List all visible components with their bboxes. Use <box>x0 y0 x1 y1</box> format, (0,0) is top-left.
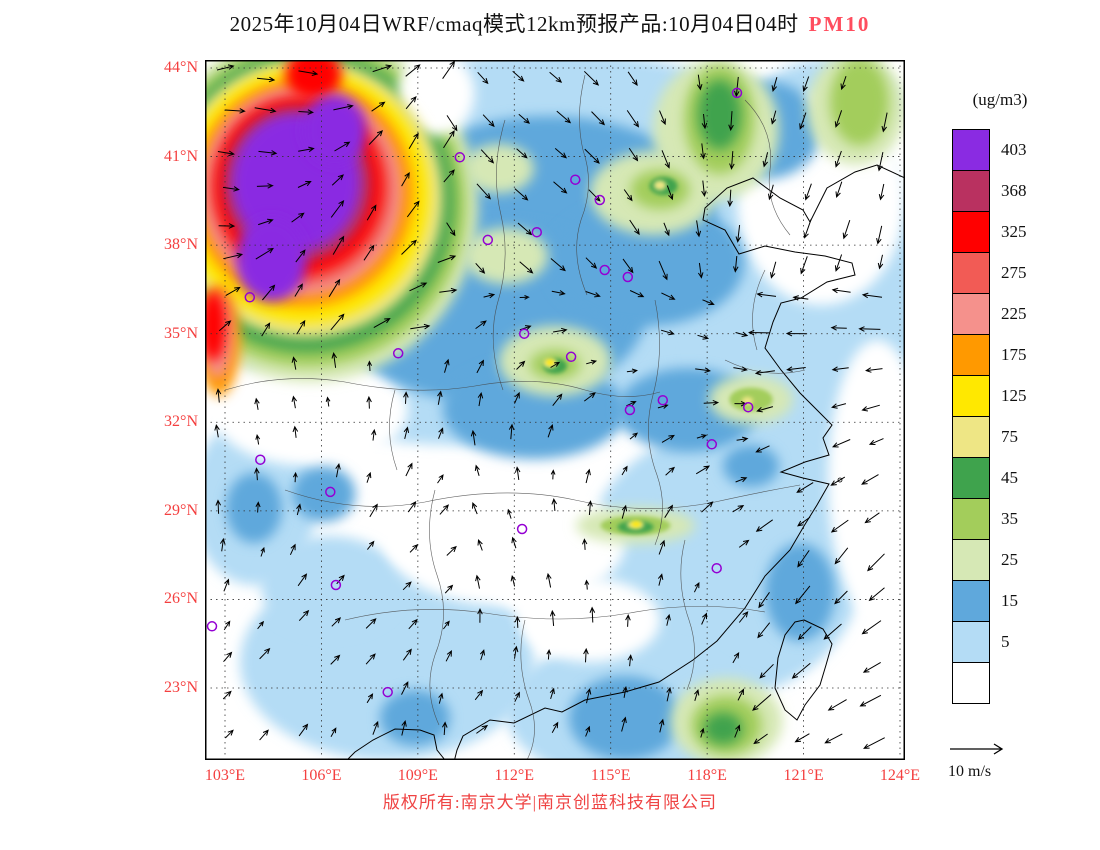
city-marker <box>454 152 466 163</box>
city-marker <box>622 271 634 283</box>
city-marker <box>706 439 718 450</box>
city-marker <box>255 454 266 465</box>
colorbar-value: 225 <box>1001 304 1027 323</box>
colorbar-value: 175 <box>1001 345 1027 364</box>
city-marker <box>206 621 218 632</box>
lon-tick-label: 118°E <box>687 767 727 784</box>
colorbar-swatch: 25 <box>952 539 1018 581</box>
colorbar-swatch: 175 <box>952 334 1027 376</box>
colorbar-swatch: 125 <box>952 375 1027 417</box>
city-marker <box>599 264 610 276</box>
lat-tick-label: 35°N <box>164 324 198 342</box>
colorbar-value: 25 <box>1001 550 1018 569</box>
map-border <box>205 60 905 760</box>
colorbar-unit-label: (ug/m3) <box>972 90 1028 109</box>
city-marker <box>742 401 754 413</box>
city-marker <box>711 562 722 574</box>
colorbar-value: 45 <box>1001 468 1018 487</box>
copyright-text: 版权所有:南京大学|南京创蓝科技有限公司 <box>382 793 718 812</box>
lat-tick-label: 32°N <box>164 413 198 431</box>
wind-reference-label: 10 m/s <box>948 763 992 780</box>
lon-tick-label: 115°E <box>590 767 631 784</box>
coastline-layer <box>224 74 905 760</box>
lat-tick-label: 29°N <box>164 501 198 519</box>
lon-tick-label: 106°E <box>301 767 342 784</box>
city-marker <box>382 686 393 698</box>
city-marker <box>516 523 528 535</box>
colorbar-value: 368 <box>1001 181 1027 200</box>
map-area <box>205 60 905 760</box>
city-marker <box>731 87 743 99</box>
lat-tick-label: 44°N <box>164 59 198 76</box>
lat-tick-label: 23°N <box>164 678 198 696</box>
colorbar-swatch: 325 <box>952 211 1027 253</box>
city-marker <box>482 234 494 246</box>
graticule-layer <box>205 60 905 760</box>
colorbar-swatch: 403 <box>952 129 1027 171</box>
colorbar-swatch: 45 <box>952 457 1018 499</box>
colorbar-swatch: 368 <box>952 170 1027 212</box>
lat-tick-label: 26°N <box>164 590 198 608</box>
lon-tick-label: 112°E <box>494 767 535 784</box>
colorbar-value: 5 <box>1001 632 1010 651</box>
colorbar-value: 125 <box>1001 386 1027 405</box>
lat-tick-label: 41°N <box>164 147 198 165</box>
colorbar-swatch: 225 <box>952 293 1027 335</box>
forecast-map <box>205 60 905 760</box>
colorbar-value: 15 <box>1001 591 1018 610</box>
city-marker <box>330 579 342 591</box>
lon-tick-label: 124°E <box>879 767 921 784</box>
colorbar-swatch: 15 <box>952 580 1018 622</box>
city-marker <box>565 351 577 363</box>
colorbar-value: 403 <box>1001 140 1027 159</box>
wind-arrows-layer <box>214 60 888 749</box>
wind-reference-arrow-icon <box>950 743 1004 755</box>
city-marker <box>624 404 636 416</box>
pm10-field-layer <box>205 60 905 760</box>
city-markers-layer <box>206 87 754 698</box>
lat-tick-label: 38°N <box>164 236 198 254</box>
colorbar-swatch: 5 <box>952 621 1010 663</box>
city-marker <box>392 348 404 359</box>
colorbar-value: 35 <box>1001 509 1018 528</box>
city-marker <box>570 174 581 185</box>
city-marker <box>531 226 543 238</box>
city-marker <box>325 486 336 498</box>
colorbar-swatch: 35 <box>952 498 1018 540</box>
city-marker <box>594 194 606 206</box>
colorbar-swatch <box>952 662 990 704</box>
colorbar-value: 325 <box>1001 222 1027 241</box>
colorbar-legend: 403 368 325 275 225 175 125 75 45 35 25 15 5 <box>952 129 1027 704</box>
lon-tick-label: 109°E <box>397 767 438 784</box>
colorbar-value: 75 <box>1001 427 1018 446</box>
colorbar-swatch: 75 <box>952 416 1018 458</box>
title-main: 2025年10月04日WRF/cmaq模式12km预报产品:10月04日04时 <box>229 12 799 36</box>
lon-tick-label: 121°E <box>783 767 824 784</box>
city-marker <box>657 394 669 406</box>
title-pollutant: PM10 <box>808 12 871 36</box>
lon-tick-label: 103°E <box>204 767 246 784</box>
city-marker <box>518 328 530 339</box>
colorbar-swatch: 275 <box>952 252 1027 294</box>
page-title: 2025年10月04日WRF/cmaq模式12km预报产品:10月04日04时 P… <box>0 8 1100 38</box>
colorbar-value: 275 <box>1001 263 1027 282</box>
wind-reference: 10 m/s <box>948 740 1018 781</box>
city-marker <box>244 292 256 303</box>
